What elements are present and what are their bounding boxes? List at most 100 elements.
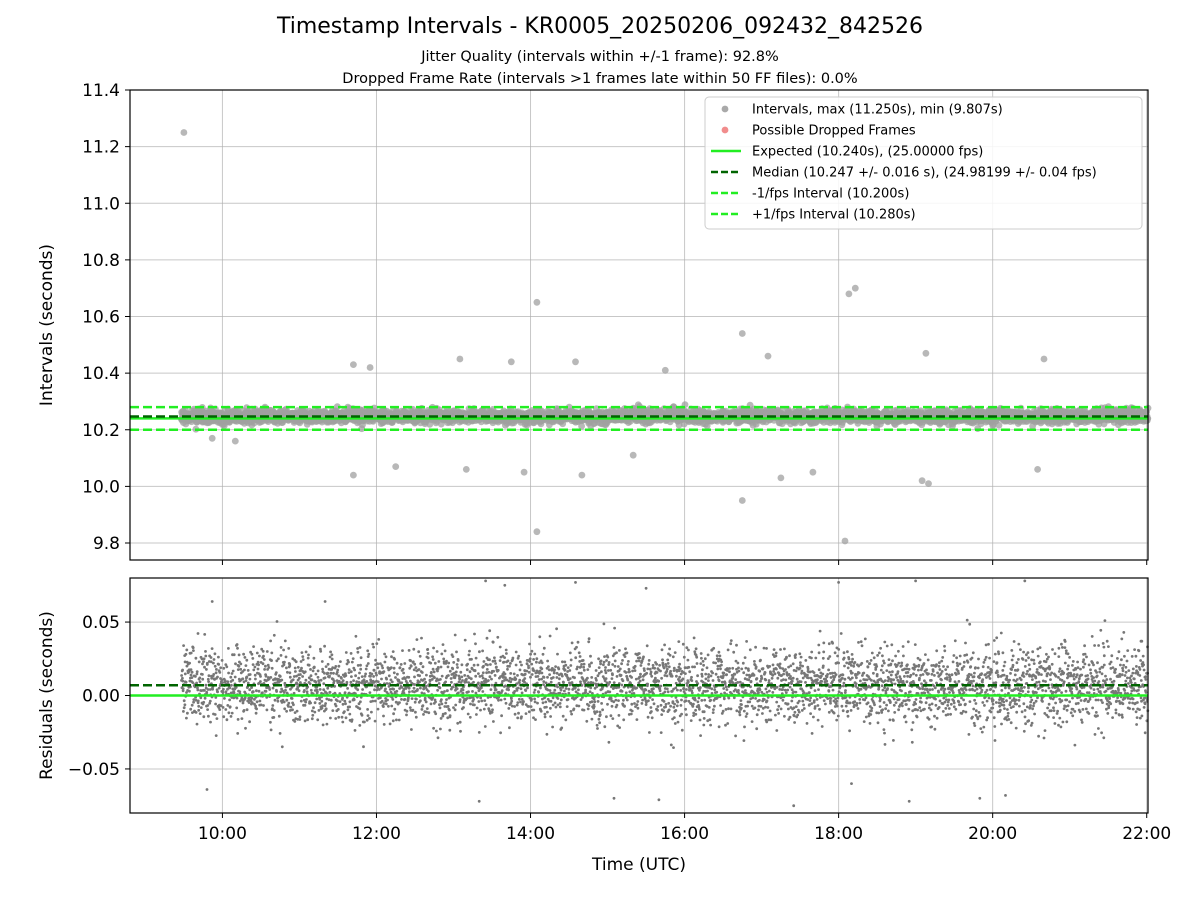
chart-subtitle-dropped: Dropped Frame Rate (intervals >1 frames … bbox=[342, 71, 858, 87]
residual-point bbox=[189, 651, 193, 655]
residual-point bbox=[270, 659, 273, 662]
residual-point bbox=[270, 651, 274, 655]
interval-outlier-point-15 bbox=[922, 349, 930, 357]
residual-point bbox=[264, 689, 268, 693]
residual-point bbox=[253, 665, 257, 669]
residual-point bbox=[211, 687, 215, 691]
residual-point bbox=[284, 688, 287, 692]
residual-point bbox=[235, 643, 239, 646]
interval-outlier-point-16 bbox=[1040, 355, 1048, 363]
y-tick-label-0-4: 10.6 bbox=[82, 308, 120, 328]
residual-point bbox=[206, 708, 210, 711]
residual-point bbox=[287, 647, 291, 650]
residual-point bbox=[285, 698, 289, 702]
residual-point bbox=[220, 678, 224, 682]
residual-point bbox=[213, 713, 217, 716]
residual-point bbox=[182, 710, 185, 713]
residual-point bbox=[280, 678, 284, 682]
residual-point bbox=[257, 663, 260, 667]
interval-outlier-point-10 bbox=[456, 355, 464, 363]
residual-point bbox=[209, 720, 212, 724]
residual-point bbox=[195, 670, 199, 674]
residual-point bbox=[242, 652, 246, 656]
interval-outlier-point-28 bbox=[208, 434, 216, 442]
residual-point bbox=[255, 689, 258, 693]
residual-point bbox=[227, 671, 231, 675]
y-tick-label-0-0: 9.8 bbox=[93, 534, 120, 554]
residual-point bbox=[218, 708, 222, 711]
y-tick-label-0-5: 10.8 bbox=[82, 251, 120, 271]
residual-point bbox=[218, 671, 222, 674]
interval-outlier-point-29 bbox=[231, 437, 239, 445]
residual-point bbox=[275, 690, 278, 693]
residual-point bbox=[224, 690, 228, 694]
residual-point bbox=[181, 687, 185, 690]
residual-point bbox=[196, 632, 200, 635]
residual-point bbox=[262, 704, 265, 707]
residual-point bbox=[203, 665, 206, 669]
residual-point bbox=[180, 674, 184, 677]
residual-point bbox=[225, 665, 229, 669]
residual-point bbox=[198, 676, 202, 680]
residual-point bbox=[216, 690, 220, 694]
residual-point bbox=[236, 646, 239, 650]
y-tick-label-1-1: 0.00 bbox=[82, 687, 120, 707]
residual-point bbox=[182, 699, 186, 703]
y-axis-label-1: Residuals (seconds) bbox=[37, 611, 57, 780]
residual-point bbox=[252, 668, 256, 672]
residual-point bbox=[262, 658, 266, 661]
residual-point bbox=[190, 703, 194, 707]
residual-point bbox=[277, 657, 280, 661]
interval-outlier-point-17 bbox=[350, 471, 357, 479]
residual-point bbox=[261, 649, 265, 653]
chart-title: Timestamp Intervals - KR0005_20250206_09… bbox=[276, 14, 924, 39]
residual-point bbox=[244, 664, 248, 667]
residual-point bbox=[227, 711, 231, 715]
residual-point bbox=[245, 675, 249, 679]
residual-point bbox=[181, 676, 184, 680]
residual-point bbox=[272, 633, 276, 637]
residual-point bbox=[259, 680, 262, 683]
x-tick-label-4: 18:00 bbox=[814, 824, 863, 844]
residual-point bbox=[253, 673, 257, 677]
residual-point bbox=[190, 670, 194, 674]
residual-point bbox=[192, 700, 196, 704]
residual-point bbox=[262, 654, 265, 658]
residual-point bbox=[243, 696, 247, 700]
residual-point bbox=[213, 652, 217, 656]
residual-point bbox=[237, 664, 241, 668]
residual-point bbox=[190, 676, 194, 679]
residual-point bbox=[216, 675, 219, 679]
interval-outlier-point-7 bbox=[738, 497, 746, 504]
residual-point bbox=[248, 720, 252, 724]
residual-point bbox=[282, 648, 285, 652]
residual-point bbox=[214, 702, 218, 706]
residual-point bbox=[181, 679, 185, 683]
interval-outlier-point-1 bbox=[533, 298, 541, 306]
residual-point bbox=[202, 660, 205, 663]
residual-point bbox=[283, 707, 287, 711]
residual-point bbox=[244, 679, 248, 682]
y-tick-label-0-2: 10.2 bbox=[82, 421, 120, 441]
residual-point bbox=[242, 709, 246, 712]
residual-point bbox=[204, 654, 208, 658]
residual-point bbox=[217, 663, 221, 666]
residual-point bbox=[183, 672, 187, 676]
residual-point bbox=[207, 680, 211, 683]
y-axis-label-0: Intervals (seconds) bbox=[37, 244, 57, 406]
residual-point bbox=[264, 674, 268, 678]
residual-point bbox=[201, 677, 205, 681]
interval-outlier-point-27 bbox=[1034, 466, 1041, 473]
residual-point bbox=[203, 689, 206, 692]
x-tick-label-3: 16:00 bbox=[660, 824, 709, 844]
residual-point bbox=[202, 657, 206, 661]
chart-subtitle-jitter: Jitter Quality (intervals within +/-1 fr… bbox=[421, 49, 779, 65]
residual-point bbox=[221, 691, 225, 694]
residual-point bbox=[185, 648, 189, 652]
residual-point bbox=[250, 652, 254, 656]
residual-point bbox=[243, 668, 246, 672]
residual-point bbox=[206, 704, 210, 707]
interval-outlier-point-9 bbox=[366, 364, 374, 371]
residual-point bbox=[202, 700, 206, 704]
interval-outlier-point-8 bbox=[350, 361, 357, 368]
